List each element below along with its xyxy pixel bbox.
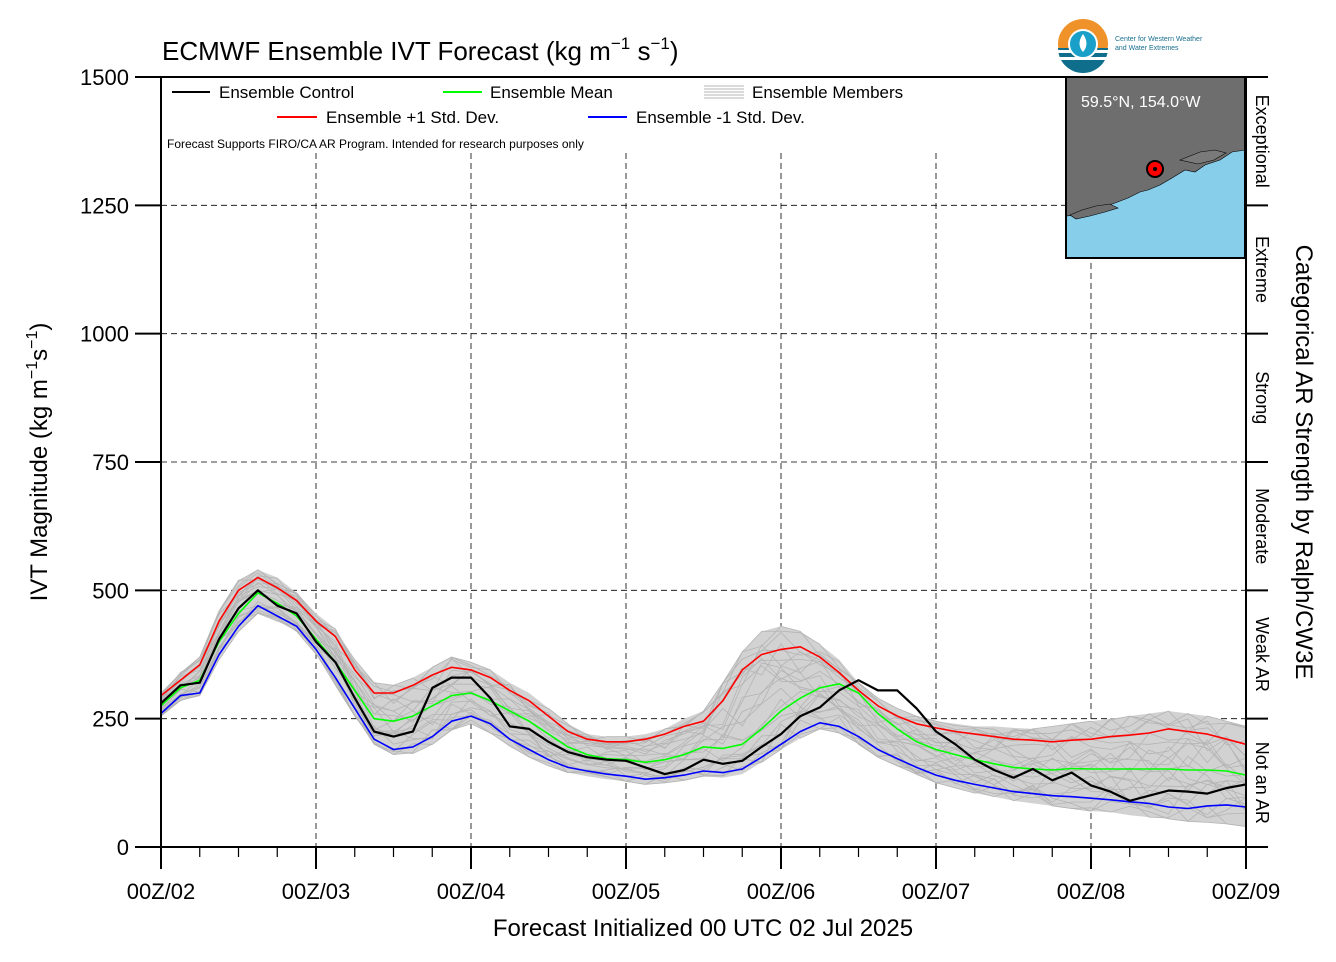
legend-members-label: Ensemble Members	[752, 83, 903, 102]
chart-title: ECMWF Ensemble IVT Forecast (kg m−1 s−1)	[162, 34, 679, 66]
y-tick-label: 1250	[80, 193, 129, 218]
category-label: Exceptional	[1252, 95, 1272, 188]
ensemble-members	[160, 569, 1247, 827]
x-axis: 00Z/02 00Z/03 00Z/04 00Z/05 00Z/06 00Z/07 00Z/…	[127, 847, 1281, 904]
y-tick-label: 0	[117, 835, 129, 860]
member-line	[160, 612, 1247, 816]
location-label: 59.5°N, 154.0°W	[1081, 94, 1201, 111]
y-tick-label: 500	[92, 578, 129, 603]
x-tick-label: 00Z/03	[282, 879, 351, 904]
y-tick-label: 250	[92, 707, 129, 732]
legend: Ensemble Control Ensemble Mean Ensemble …	[167, 83, 903, 151]
x-axis-label: Forecast Initialized 00 UTC 02 Jul 2025	[493, 915, 913, 942]
legend-minus-sd-label: Ensemble -1 Std. Dev.	[636, 108, 805, 127]
series-line-ensemble-1-std-dev	[160, 604, 1247, 810]
category-label: Moderate	[1252, 488, 1272, 564]
y-tick-label: 1500	[80, 65, 129, 90]
member-line	[160, 606, 1247, 819]
legend-control-label: Ensemble Control	[219, 83, 354, 102]
x-tick-label: 00Z/06	[747, 879, 816, 904]
member-line	[160, 572, 1247, 757]
y-axis-label: IVT Magnitude (kg m−1s−1)	[24, 323, 53, 602]
legend-members-swatch	[704, 85, 744, 99]
location-map-inset: 59.5°N, 154.0°W	[1065, 76, 1246, 259]
x-tick-label: 00Z/04	[437, 879, 506, 904]
category-label: Strong	[1252, 371, 1272, 424]
member-line	[160, 612, 1247, 827]
series-line-ensemble-control	[160, 589, 1247, 802]
member-line	[160, 576, 1247, 774]
cw3e-logo: Center for Western Weather and Water Ext…	[1058, 19, 1203, 73]
category-label: Extreme	[1252, 236, 1272, 303]
logo-text-line1: Center for Western Weather	[1115, 36, 1203, 43]
member-line	[160, 586, 1247, 771]
legend-plus-sd-label: Ensemble +1 Std. Dev.	[326, 108, 499, 127]
legend-mean-label: Ensemble Mean	[490, 83, 613, 102]
logo-text-line2: and Water Extremes	[1115, 45, 1179, 52]
x-tick-label: 00Z/08	[1057, 879, 1126, 904]
x-tick-label: 00Z/07	[902, 879, 971, 904]
series-line-ensemble-mean	[160, 592, 1247, 776]
series-lines	[160, 576, 1247, 810]
disclaimer-text: Forecast Supports FIRO/CA AR Program. In…	[167, 137, 584, 151]
y-tick-label: 750	[92, 450, 129, 475]
y-axis: 0 250 500 750 1000 1250 1500	[80, 65, 161, 860]
x-tick-label: 00Z/05	[592, 879, 661, 904]
y-tick-label: 1000	[80, 322, 129, 347]
members-spread	[161, 569, 1246, 827]
right-axis-label: Categorical AR Strength by Ralph/CW3E	[1290, 245, 1317, 680]
x-tick-label: 00Z/09	[1212, 879, 1281, 904]
member-line	[160, 589, 1247, 785]
member-line	[160, 569, 1247, 743]
right-category-axis: Not an AR Weak AR Moderate Strong Extreme Exc…	[1245, 76, 1272, 848]
category-label: Weak AR	[1252, 617, 1272, 692]
x-tick-label: 00Z/02	[127, 879, 196, 904]
series-line-ensemble-1-std-dev	[160, 576, 1247, 746]
category-label: Not an AR	[1252, 742, 1272, 824]
